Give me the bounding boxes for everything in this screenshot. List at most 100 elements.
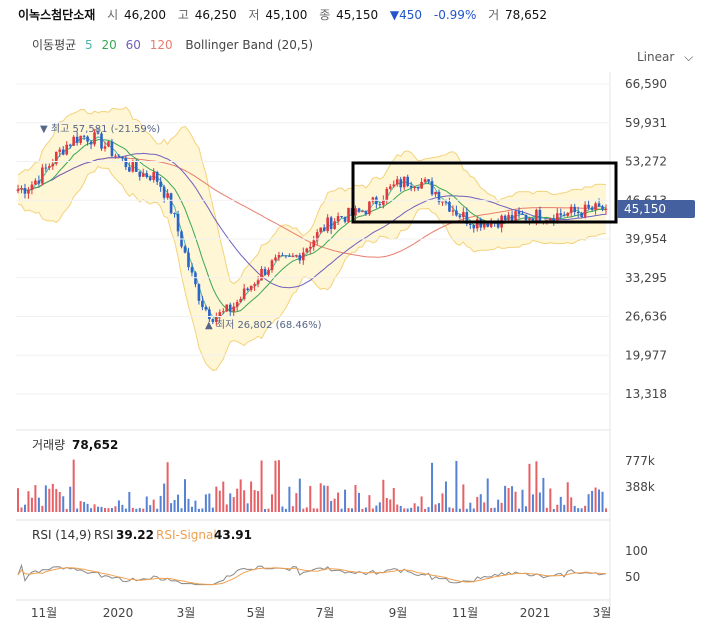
candle-body bbox=[148, 177, 152, 181]
volume-bar bbox=[76, 508, 79, 512]
candle-body bbox=[23, 187, 27, 194]
volume-bar bbox=[270, 494, 273, 512]
candle-body bbox=[531, 218, 535, 223]
volume-bar bbox=[403, 508, 406, 512]
candle-body bbox=[41, 167, 44, 184]
candle-body bbox=[68, 144, 72, 146]
rsi-tick-50: 50 bbox=[625, 570, 640, 584]
bollinger-label[interactable]: Bollinger Band (20,5) bbox=[185, 38, 314, 52]
volume-bar bbox=[208, 493, 211, 512]
volume-bar bbox=[20, 507, 23, 512]
volume-bar bbox=[378, 502, 381, 512]
volume-bar bbox=[197, 508, 200, 512]
candle-body bbox=[336, 216, 340, 222]
volume-bar bbox=[368, 495, 371, 512]
candle-body bbox=[329, 217, 333, 229]
candle-body bbox=[100, 133, 103, 149]
candle-body bbox=[312, 240, 316, 247]
volume-bar bbox=[62, 496, 65, 512]
candle-body bbox=[340, 216, 343, 218]
volume-bar bbox=[152, 499, 155, 512]
volume-bar bbox=[190, 506, 193, 512]
volume-bar bbox=[535, 461, 538, 512]
candle-body bbox=[141, 173, 145, 177]
volume-bar bbox=[257, 491, 260, 512]
volume-bar bbox=[518, 508, 521, 512]
candle-body bbox=[27, 189, 30, 194]
candle-body bbox=[573, 206, 576, 212]
candle-body bbox=[54, 151, 58, 164]
volume-bar bbox=[591, 490, 594, 512]
volume-bar bbox=[302, 508, 305, 512]
candle-body bbox=[114, 155, 117, 157]
candle-body bbox=[503, 215, 507, 220]
volume-bar bbox=[357, 492, 360, 512]
volume-bar bbox=[312, 508, 315, 512]
candle-body bbox=[51, 163, 55, 167]
volume-bar bbox=[260, 460, 263, 512]
candle-body bbox=[580, 213, 583, 218]
candle-body bbox=[538, 209, 542, 222]
candle-body bbox=[482, 222, 486, 228]
candle-body bbox=[402, 176, 406, 188]
rsi-signal-label: RSI-Signal bbox=[156, 528, 217, 542]
volume-bar bbox=[51, 483, 54, 512]
volume-bar bbox=[451, 508, 454, 512]
volume-bar bbox=[545, 507, 548, 512]
volume-bar bbox=[239, 479, 242, 512]
candle-body bbox=[34, 180, 37, 185]
candle-body bbox=[524, 214, 528, 220]
volume-bar bbox=[250, 481, 253, 512]
volume-bar bbox=[194, 500, 197, 512]
volume-bar bbox=[298, 478, 301, 512]
candle-body bbox=[305, 248, 309, 253]
candle-body bbox=[152, 172, 155, 181]
volume-bar bbox=[584, 505, 587, 512]
volume-bar bbox=[420, 496, 423, 512]
open-label: 시 bbox=[107, 8, 119, 22]
candle-body bbox=[155, 172, 159, 182]
candle-body bbox=[347, 207, 350, 222]
candle-body bbox=[413, 186, 416, 188]
candle-body bbox=[107, 141, 110, 147]
ma120-label[interactable]: 120 bbox=[149, 38, 173, 52]
candle-body bbox=[462, 212, 465, 218]
volume-bar bbox=[413, 503, 416, 512]
candle-body bbox=[225, 304, 229, 312]
candle-body bbox=[124, 158, 128, 168]
candle-body bbox=[375, 197, 378, 205]
candle-body bbox=[420, 181, 423, 189]
volume-bar bbox=[166, 462, 169, 512]
candle-body bbox=[455, 210, 458, 216]
ma20-label[interactable]: 20 bbox=[101, 38, 117, 52]
volume-bar bbox=[163, 483, 166, 512]
rsi-label: RSI bbox=[94, 528, 114, 542]
volume-bar bbox=[538, 492, 541, 512]
volume-bar bbox=[389, 499, 392, 512]
candle-body bbox=[590, 207, 594, 210]
candle-body bbox=[263, 268, 267, 275]
candle-body bbox=[134, 161, 138, 172]
volume-bar bbox=[90, 508, 93, 512]
candle-body bbox=[395, 179, 399, 185]
volume-bar bbox=[103, 508, 106, 512]
volume-bar bbox=[295, 493, 298, 512]
candle-body bbox=[221, 311, 225, 313]
volume-bar bbox=[243, 490, 246, 512]
volume-bar bbox=[316, 508, 319, 512]
y-tick-label: 53,272 bbox=[625, 155, 667, 169]
indicator-legend[interactable]: 이동평균 5 20 60 120 Bollinger Band (20,5) bbox=[32, 36, 318, 53]
candle-body bbox=[437, 191, 441, 202]
volume-bar bbox=[48, 488, 51, 512]
ma60-label[interactable]: 60 bbox=[125, 38, 141, 52]
scale-selector[interactable]: Linear ⌵ bbox=[637, 50, 693, 65]
volume-bar bbox=[173, 499, 176, 512]
ma5-label[interactable]: 5 bbox=[85, 38, 93, 52]
volume-bar bbox=[58, 492, 61, 512]
candle-body bbox=[378, 204, 382, 206]
volume-bar bbox=[305, 507, 308, 512]
candle-body bbox=[37, 180, 41, 184]
candle-body bbox=[416, 186, 420, 189]
volume-bar bbox=[135, 508, 138, 512]
